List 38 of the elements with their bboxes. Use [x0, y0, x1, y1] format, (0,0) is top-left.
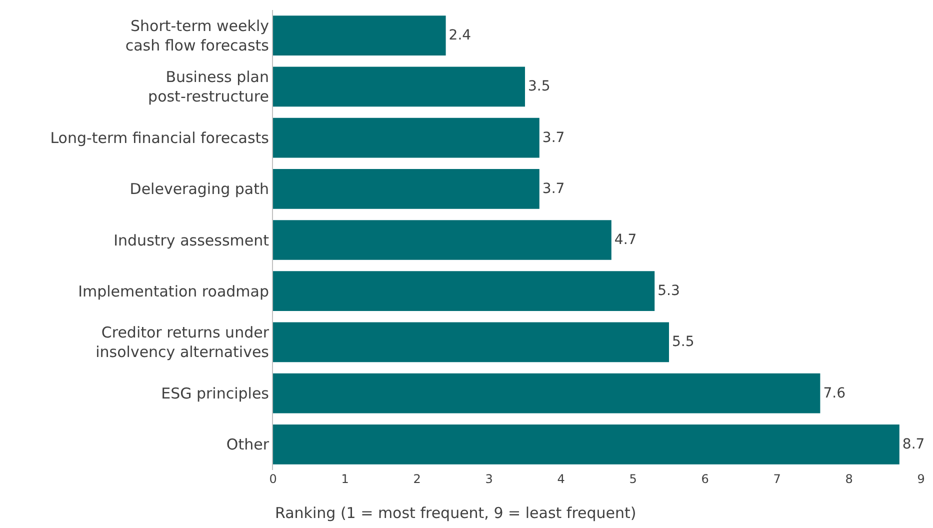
data-label: 5.3 [658, 283, 680, 300]
x-tick-label: 4 [557, 472, 565, 486]
data-label: 3.7 [542, 130, 565, 146]
x-tick-label: 3 [485, 472, 493, 486]
bar [273, 16, 446, 56]
x-tick-label: 9 [917, 472, 925, 486]
data-label: 3.7 [542, 180, 565, 197]
x-tick-label: 1 [341, 472, 349, 486]
bar [273, 220, 612, 260]
bar [273, 373, 820, 414]
y-tick-label: Creditor returns under insolvency alternatives [96, 324, 270, 362]
bar [273, 424, 900, 464]
y-tick-label: Industry assessment [114, 231, 270, 250]
data-label: 2.4 [448, 28, 472, 44]
y-tick-label: Deleveraging path [130, 180, 269, 198]
bar [273, 271, 655, 312]
bar [273, 118, 540, 158]
x-tick-label: 6 [701, 472, 709, 486]
y-tick-label: Implementation roadmap [78, 282, 269, 300]
x-tick-label: 5 [629, 472, 637, 486]
x-tick-label: 7 [773, 472, 781, 486]
bar [273, 66, 525, 107]
x-tick-label: 8 [845, 472, 853, 486]
y-tick-label: ESG principles [161, 384, 270, 403]
y-tick-label: Short-term weekly cash flow forecasts [125, 17, 270, 55]
data-label: 8.7 [902, 436, 925, 452]
y-tick-label: Business plan post-restructure [148, 68, 269, 106]
x-tick-label: 2 [413, 472, 421, 486]
y-tick-label: Long-term financial forecasts [50, 129, 270, 148]
data-label: 3.5 [528, 78, 550, 95]
data-label: 5.5 [672, 334, 694, 350]
data-label: 4.7 [614, 232, 637, 248]
y-tick-label: Other [226, 436, 270, 454]
data-label: 7.6 [823, 385, 846, 402]
x-tick-label: 0 [269, 472, 277, 486]
x-axis-title: Ranking (1 = most frequent, 9 = least frequent) [275, 504, 636, 522]
bar [273, 322, 669, 362]
bar [273, 168, 540, 209]
